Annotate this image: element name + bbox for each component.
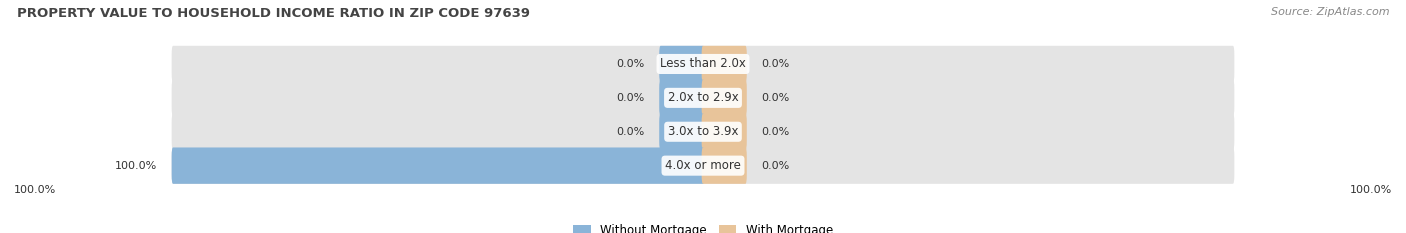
Text: 100.0%: 100.0% (1350, 185, 1392, 195)
Text: 0.0%: 0.0% (616, 59, 645, 69)
Text: 4.0x or more: 4.0x or more (665, 159, 741, 172)
FancyBboxPatch shape (702, 147, 747, 184)
Text: 3.0x to 3.9x: 3.0x to 3.9x (668, 125, 738, 138)
FancyBboxPatch shape (172, 113, 1234, 150)
Text: Source: ZipAtlas.com: Source: ZipAtlas.com (1271, 7, 1389, 17)
Text: 0.0%: 0.0% (761, 59, 790, 69)
Text: 0.0%: 0.0% (761, 127, 790, 137)
Text: Less than 2.0x: Less than 2.0x (659, 58, 747, 70)
Text: 2.0x to 2.9x: 2.0x to 2.9x (668, 91, 738, 104)
FancyBboxPatch shape (172, 80, 1234, 116)
Legend: Without Mortgage, With Mortgage: Without Mortgage, With Mortgage (568, 219, 838, 233)
Text: 0.0%: 0.0% (761, 161, 790, 171)
Text: 0.0%: 0.0% (761, 93, 790, 103)
Text: PROPERTY VALUE TO HOUSEHOLD INCOME RATIO IN ZIP CODE 97639: PROPERTY VALUE TO HOUSEHOLD INCOME RATIO… (17, 7, 530, 20)
Text: 100.0%: 100.0% (14, 185, 56, 195)
FancyBboxPatch shape (702, 113, 747, 150)
Text: 100.0%: 100.0% (115, 161, 157, 171)
FancyBboxPatch shape (172, 147, 704, 184)
FancyBboxPatch shape (702, 80, 747, 116)
FancyBboxPatch shape (659, 46, 704, 82)
Text: 0.0%: 0.0% (616, 127, 645, 137)
FancyBboxPatch shape (659, 113, 704, 150)
FancyBboxPatch shape (172, 147, 1234, 184)
FancyBboxPatch shape (172, 46, 1234, 82)
Text: 0.0%: 0.0% (616, 93, 645, 103)
FancyBboxPatch shape (702, 46, 747, 82)
FancyBboxPatch shape (659, 80, 704, 116)
